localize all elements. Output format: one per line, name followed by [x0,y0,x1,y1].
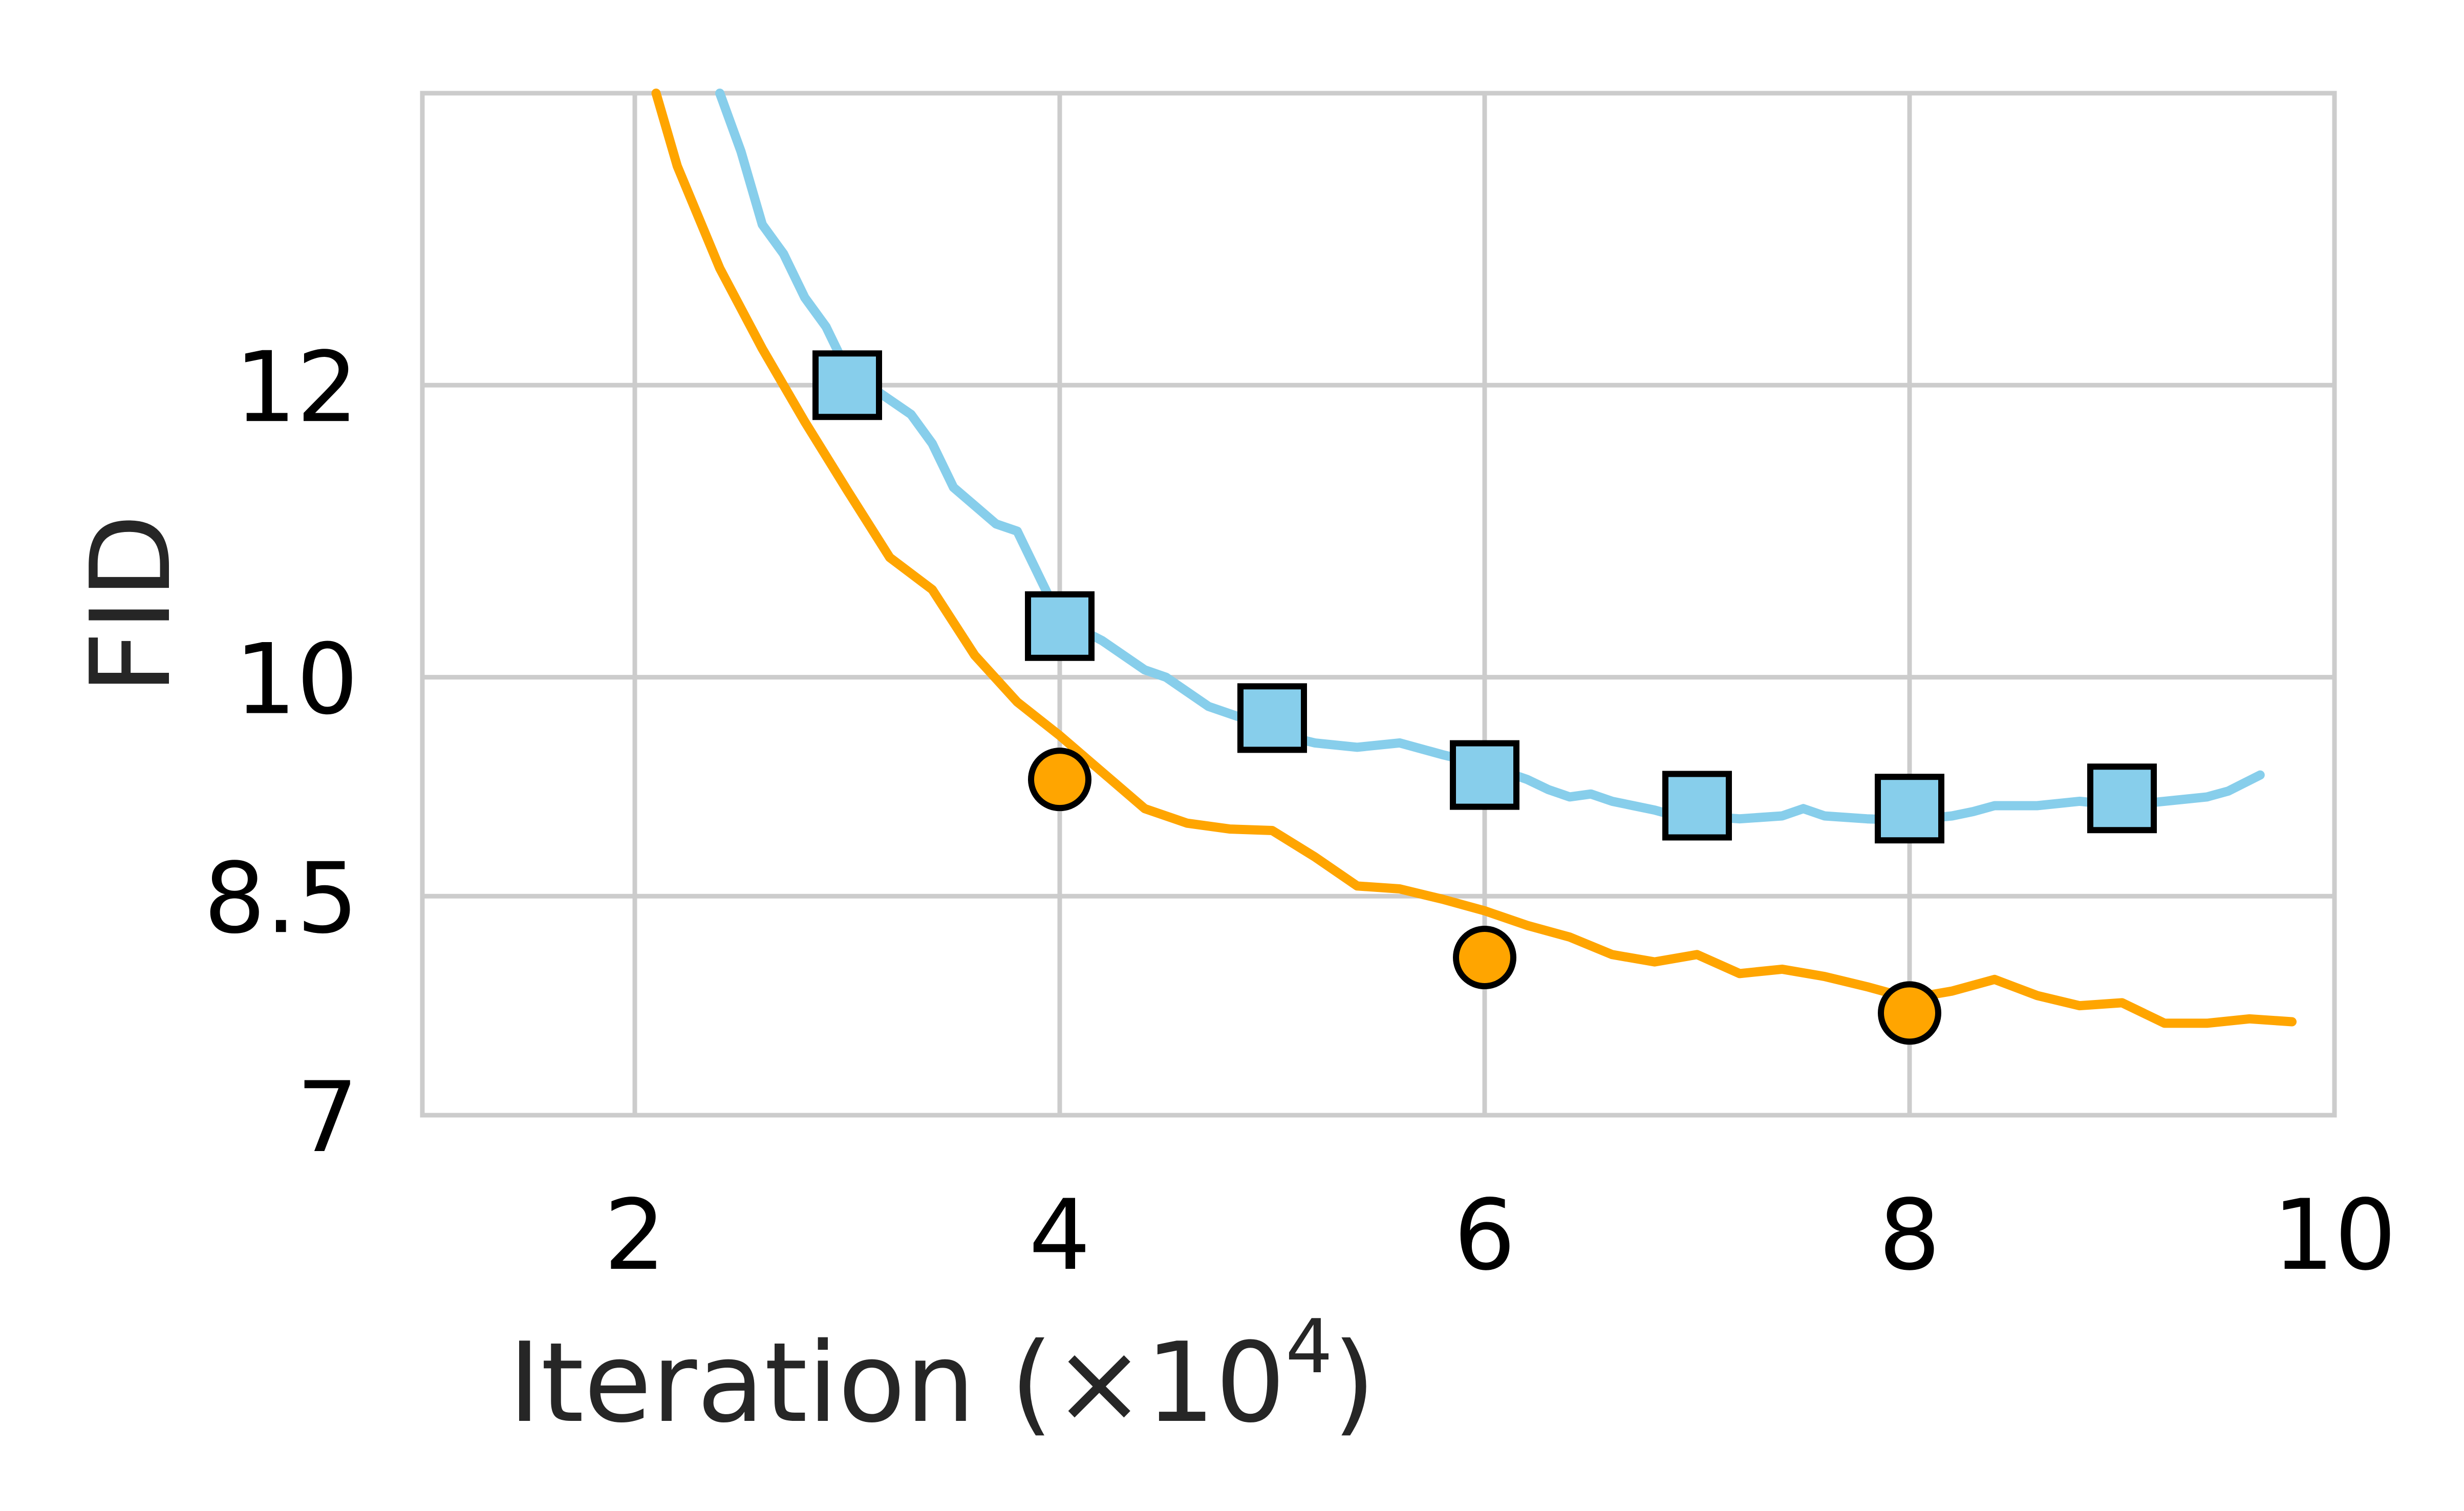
series-1-square-marker [1662,771,1732,841]
x-tick-label: 2 [604,1179,666,1292]
x-axis-label-text: Iteration (×10 [508,1318,1285,1447]
x-axis-label-exponent: 4 [1285,1304,1333,1390]
x-axis-label-suffix: ) [1333,1318,1376,1447]
series-group [651,89,2297,1045]
y-tick-label: 10 [234,623,358,736]
series-2-circle-marker [1453,926,1516,990]
x-axis-label: Iteration (×104) [508,1304,1376,1447]
series-1-square-marker [1025,591,1095,661]
y-tick-label: 8.5 [204,842,358,955]
x-tick-label: 4 [1029,1179,1091,1292]
y-tick-label: 7 [296,1061,358,1174]
series-2-circle-marker [1028,748,1091,812]
series-2-circle-marker [1878,981,1941,1045]
x-tick-label: 8 [1879,1179,1941,1292]
series-1-square-marker [2087,763,2157,834]
series-1-square-marker [1237,683,1307,753]
x-tick-label: 10 [2273,1179,2396,1292]
series-1-square-marker [812,350,882,420]
y-axis-label: FID [67,514,195,695]
x-tick-label: 6 [1454,1179,1516,1292]
series-1-square-marker [1450,740,1519,810]
series-1-square-marker [1875,774,1944,844]
series-line-2 [651,89,2297,1028]
plot-frame [420,91,2337,1118]
tick-labels: 2 4 6 8 10 7 8.5 10 12 [204,331,2396,1292]
y-tick-label: 12 [234,331,358,444]
